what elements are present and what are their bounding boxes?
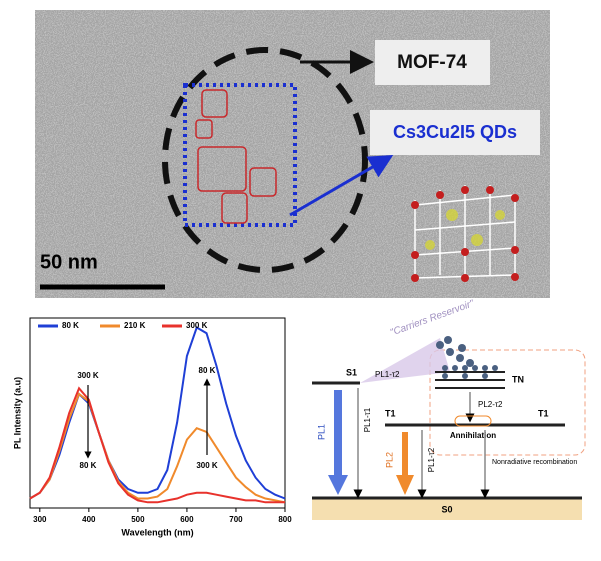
y-axis-label: PL Intensity (a.u) [12, 377, 22, 449]
s1-label: S1 [346, 367, 357, 377]
tn-label: TN [512, 374, 524, 384]
pl-label: PL2 [384, 452, 394, 468]
pl-label: PL1-τ2 [375, 370, 400, 379]
annotation: 300 K [77, 371, 99, 380]
pl-chart: 300 400 500 600 700 800 Wavelength (nm) PL Inte… [12, 317, 292, 537]
x-tick-label: 400 [82, 515, 96, 524]
energy-diagram: S0 S1 "Carriers Reservoir" PL1-τ2 TN PL2… [312, 298, 586, 520]
nonradiative-label: Nonradiative recombination [492, 459, 577, 466]
tem-label: MOF-74 [397, 52, 467, 73]
plot-frame [29, 317, 286, 509]
annotation: 80 K [199, 366, 216, 375]
legend-label: 210 K [124, 321, 146, 330]
reservoir-label: "Carriers Reservoir" [389, 298, 476, 339]
x-tick-label: 500 [131, 515, 145, 524]
x-axis-label: Wavelength (nm) [121, 527, 193, 537]
scale-label: 50 nm [40, 251, 98, 273]
tem-image: MOF-74 Cs3Cu2I5 QDs 50 nm [35, 10, 550, 298]
x-tick-label: 800 [278, 515, 292, 524]
x-tick-label: 600 [180, 515, 194, 524]
legend-label: 80 K [62, 321, 79, 330]
t1-label: T1 [385, 408, 396, 418]
annihilation-label: Annihilation [450, 431, 496, 440]
s0-label: S0 [441, 504, 452, 514]
tem-label: Cs3Cu2I5 QDs [393, 122, 517, 142]
legend-label: 300 K [186, 321, 208, 330]
t1-label: T1 [538, 408, 549, 418]
x-tick-label: 700 [229, 515, 243, 524]
pl-label: PL1-τ2 [427, 447, 436, 472]
x-tick-label: 300 [33, 515, 47, 524]
pl-label: PL2-τ2 [478, 400, 503, 409]
annotation: 80 K [80, 461, 97, 470]
series-line [29, 392, 286, 504]
pl-label: PL1 [316, 424, 326, 440]
series-line [29, 386, 285, 504]
annotation: 300 K [196, 461, 218, 470]
pl-label: PL1-τ1 [363, 407, 372, 432]
